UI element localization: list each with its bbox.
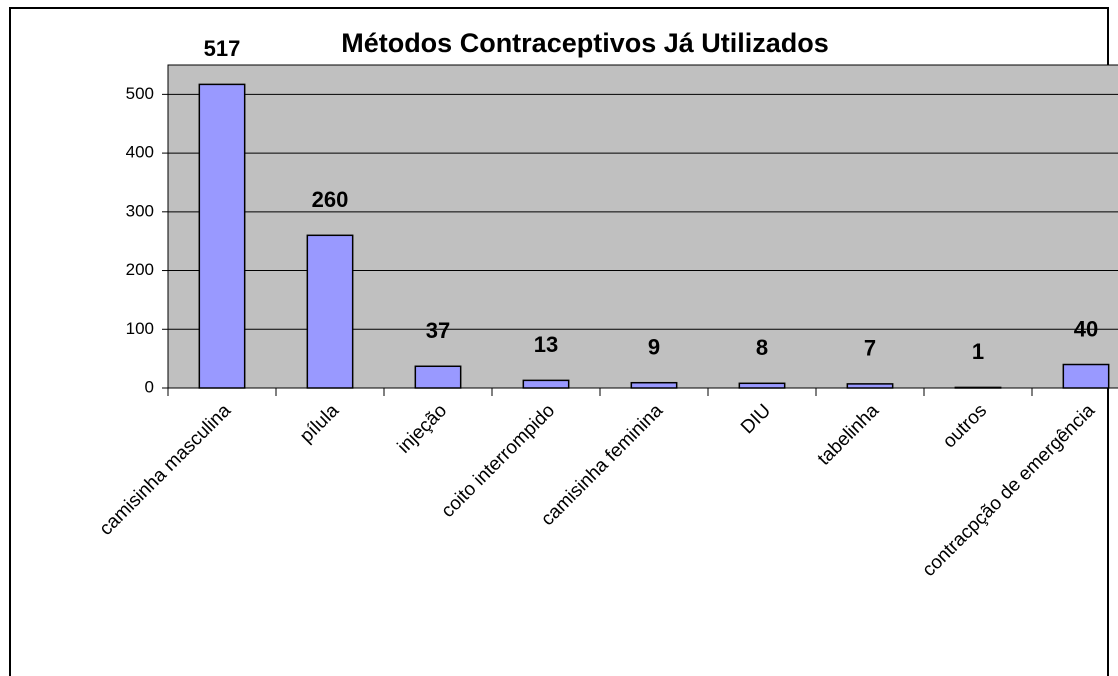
data-label: 517 bbox=[204, 36, 241, 61]
bar bbox=[738, 382, 786, 389]
bar bbox=[1062, 363, 1110, 389]
y-tick-label: 0 bbox=[145, 377, 154, 396]
data-label: 37 bbox=[426, 318, 450, 343]
y-tick-label: 500 bbox=[126, 84, 154, 103]
bar bbox=[846, 383, 894, 389]
data-label: 13 bbox=[534, 332, 558, 357]
bar bbox=[522, 379, 570, 389]
data-label: 9 bbox=[648, 335, 660, 360]
bar bbox=[954, 386, 1002, 389]
y-tick-label: 200 bbox=[126, 260, 154, 279]
y-tick-label: 100 bbox=[126, 319, 154, 338]
chart-title: Métodos Contraceptivos Já Utilizados bbox=[341, 28, 829, 58]
y-tick-label: 300 bbox=[126, 201, 154, 220]
bar bbox=[198, 83, 246, 389]
data-label: 1 bbox=[972, 339, 984, 364]
data-label: 7 bbox=[864, 336, 876, 361]
data-label: 260 bbox=[312, 187, 349, 212]
data-label: 40 bbox=[1074, 316, 1098, 341]
bar bbox=[414, 365, 462, 389]
y-tick-label: 400 bbox=[126, 143, 154, 162]
data-label: 8 bbox=[756, 335, 768, 360]
bar bbox=[630, 381, 678, 389]
bar bbox=[306, 234, 354, 389]
